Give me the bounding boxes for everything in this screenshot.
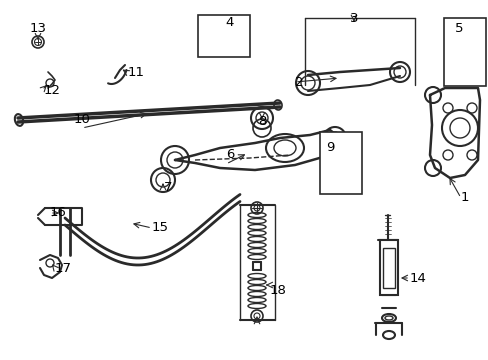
Text: 13: 13 xyxy=(29,22,46,35)
Bar xyxy=(443,18,485,86)
Bar xyxy=(198,15,249,57)
Text: 12: 12 xyxy=(43,84,61,96)
Text: 10: 10 xyxy=(73,113,90,126)
Bar xyxy=(379,240,397,295)
Text: 1: 1 xyxy=(460,192,468,204)
Text: 18: 18 xyxy=(269,284,286,297)
Text: 7: 7 xyxy=(163,181,172,194)
Bar xyxy=(382,248,394,288)
Text: 11: 11 xyxy=(128,67,145,80)
Text: 15: 15 xyxy=(152,221,169,234)
Text: 2: 2 xyxy=(294,76,303,89)
Bar xyxy=(319,132,361,194)
Text: 17: 17 xyxy=(55,261,72,274)
Text: 5: 5 xyxy=(454,22,463,35)
Text: 16: 16 xyxy=(50,207,67,220)
Text: 3: 3 xyxy=(349,12,358,24)
Text: 8: 8 xyxy=(257,116,265,129)
Text: 6: 6 xyxy=(225,148,234,162)
Text: 4: 4 xyxy=(225,15,234,28)
Text: 9: 9 xyxy=(325,141,333,154)
Text: 14: 14 xyxy=(409,271,426,284)
